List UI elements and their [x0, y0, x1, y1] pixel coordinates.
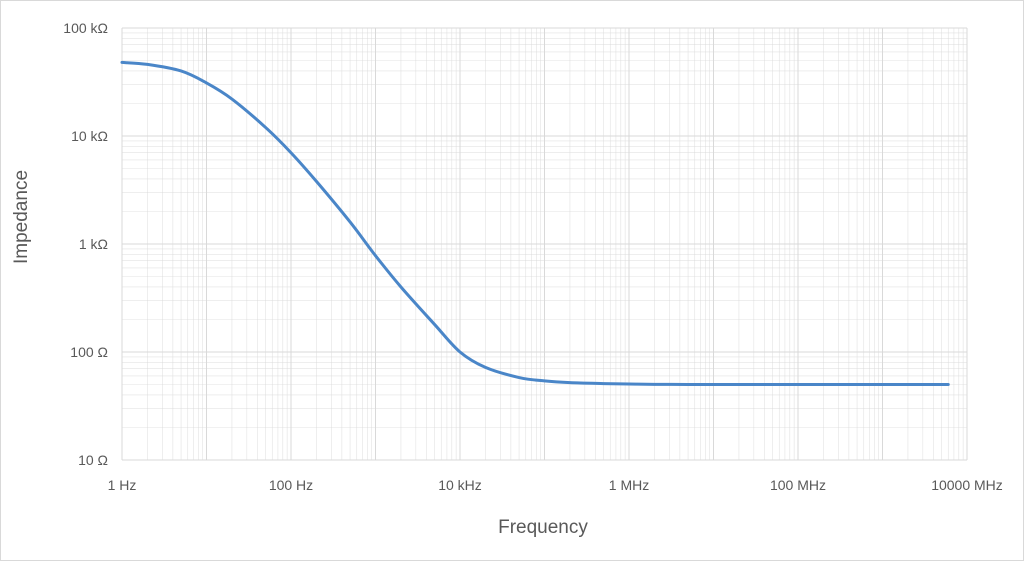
x-tick-label: 1 MHz	[609, 477, 649, 493]
x-tick-label: 10 kHz	[438, 477, 482, 493]
major-gridlines	[121, 27, 968, 461]
x-tick-label: 100 Hz	[269, 477, 313, 493]
y-tick-label: 1 kΩ	[79, 236, 108, 252]
impedance-series-line	[120, 60, 950, 387]
y-tick-label: 100 Ω	[70, 344, 108, 360]
x-axis-title: Frequency	[498, 517, 588, 538]
y-tick-label: 100 kΩ	[63, 20, 108, 36]
x-tick-label: 10000 MHz	[931, 477, 1003, 493]
y-tick-labels: 10 Ω 100 Ω 1 kΩ 10 kΩ 100 kΩ	[63, 20, 108, 468]
x-tick-labels: 1 Hz 100 Hz 10 kHz 1 MHz 100 MHz 10000 MHz	[108, 477, 1003, 493]
y-axis-title: Impedance	[11, 170, 32, 264]
y-tick-label: 10 Ω	[78, 452, 108, 468]
x-tick-label: 100 MHz	[770, 477, 826, 493]
x-tick-label: 1 Hz	[108, 477, 137, 493]
y-tick-label: 10 kΩ	[71, 128, 108, 144]
